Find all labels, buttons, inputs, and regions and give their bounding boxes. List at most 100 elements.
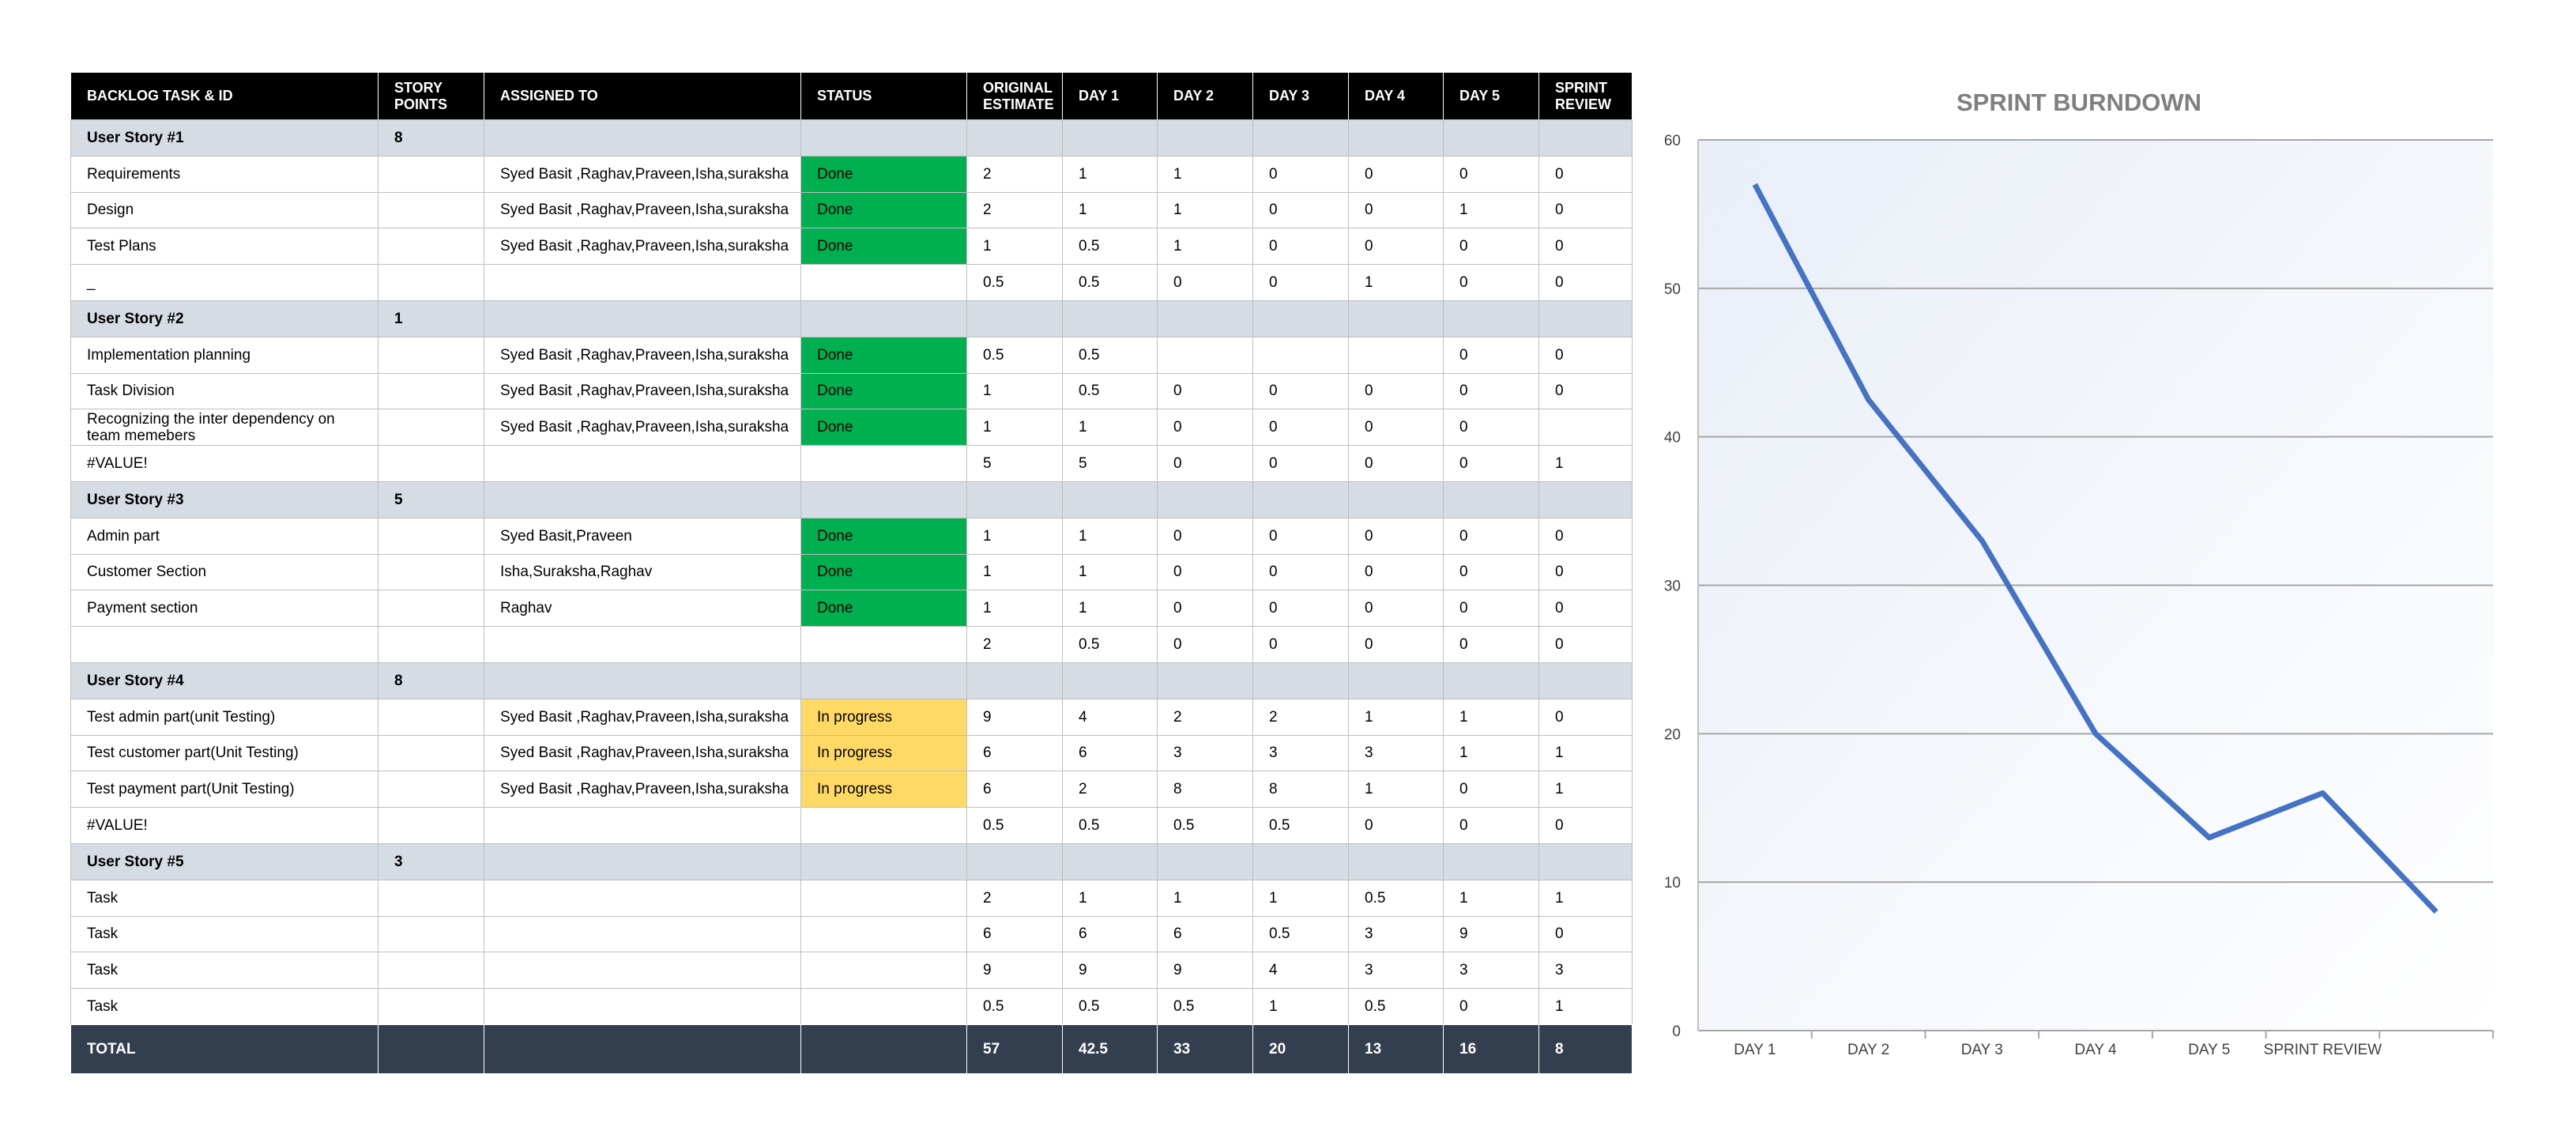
cell: 0.5 <box>1062 807 1158 844</box>
cell: 0 <box>1443 626 1539 663</box>
x-tick-label: DAY 5 <box>2188 1042 2230 1058</box>
cell: 1 <box>1252 879 1349 917</box>
cell <box>800 445 967 482</box>
cell: ORIGINAL ESTIMATE <box>966 72 1063 120</box>
cell: 0.5 <box>1062 336 1158 374</box>
cell: 0.5 <box>1062 228 1158 266</box>
cell: 1 <box>378 300 484 337</box>
cell: In progress <box>800 698 967 736</box>
cell <box>966 481 1063 518</box>
cell <box>484 1024 801 1074</box>
cell <box>1252 662 1349 699</box>
cell <box>378 988 484 1025</box>
cell: User Story #1 <box>70 119 378 156</box>
cell: Done <box>800 372 967 410</box>
cell <box>378 409 484 447</box>
cell: 2 <box>966 155 1063 193</box>
cell <box>1538 481 1633 518</box>
cell: 1 <box>1062 155 1158 193</box>
cell: STORY POINTS <box>378 72 484 120</box>
y-tick-label: 20 <box>1664 726 1681 743</box>
cell: Test customer part(Unit Testing) <box>70 734 378 772</box>
chart-title: SPRINT BURNDOWN <box>1956 89 2201 116</box>
cell <box>1157 119 1253 156</box>
cell: 0 <box>1538 155 1633 193</box>
cell: 0.5 <box>1157 988 1253 1025</box>
cell: 0 <box>1443 553 1539 591</box>
cell: Syed Basit ,Raghav,Praveen,Isha,suraksha <box>484 372 801 410</box>
cell <box>800 952 967 990</box>
cell: 0.5 <box>1348 879 1444 917</box>
cell: In progress <box>800 734 967 772</box>
cell <box>484 879 801 917</box>
cell <box>1062 843 1158 880</box>
cell: 0 <box>1157 553 1253 591</box>
cell: 3 <box>1348 734 1444 772</box>
cell: DAY 1 <box>1062 72 1158 120</box>
cell: 0 <box>1157 517 1253 555</box>
cell <box>1443 119 1539 156</box>
cell: 2 <box>966 191 1063 229</box>
cell: 1 <box>966 372 1063 410</box>
cell: 3 <box>1348 952 1444 990</box>
cell: 0.5 <box>966 336 1063 374</box>
cell: 0 <box>1157 372 1253 410</box>
cell: 0 <box>1348 590 1444 628</box>
cell: 0 <box>1252 264 1349 301</box>
cell: 8 <box>378 119 484 156</box>
cell: DAY 5 <box>1443 72 1539 120</box>
cell: 0 <box>1538 807 1633 844</box>
cell: User Story #4 <box>70 662 378 699</box>
cell: DAY 2 <box>1157 72 1253 120</box>
cell <box>1062 300 1158 337</box>
cell: 0.5 <box>1062 988 1158 1025</box>
cell: Task <box>70 915 378 953</box>
cell: 0 <box>1252 626 1349 663</box>
cell: 2 <box>1252 698 1349 736</box>
cell <box>1443 843 1539 880</box>
cell: _ <box>70 264 378 301</box>
cell <box>1538 409 1633 447</box>
cell: 0 <box>1443 988 1539 1025</box>
cell: Syed Basit ,Raghav,Praveen,Isha,suraksha <box>484 155 801 193</box>
cell: 1 <box>1443 879 1539 917</box>
cell: 0 <box>1538 626 1633 663</box>
cell: 0 <box>1157 445 1253 482</box>
cell: 6 <box>966 734 1063 772</box>
cell: 1 <box>1348 698 1444 736</box>
cell <box>484 300 801 337</box>
cell: 0 <box>1348 228 1444 266</box>
cell: User Story #5 <box>70 843 378 880</box>
cell: Task Division <box>70 372 378 410</box>
cell: 0 <box>1538 372 1633 410</box>
cell: Implementation planning <box>70 336 378 374</box>
cell: 0 <box>1252 445 1349 482</box>
cell: TOTAL <box>70 1024 378 1074</box>
cell <box>484 626 801 663</box>
cell: 0 <box>1443 228 1539 266</box>
cell: 0 <box>1443 807 1539 844</box>
cell: Customer Section <box>70 553 378 591</box>
cell: 2 <box>966 626 1063 663</box>
cell: 1 <box>1348 771 1444 809</box>
cell: 1 <box>1157 879 1253 917</box>
cell: 0 <box>1538 698 1633 736</box>
cell: 0 <box>1157 590 1253 628</box>
cell <box>1443 481 1539 518</box>
cell: Test payment part(Unit Testing) <box>70 771 378 809</box>
cell: 0 <box>1157 264 1253 301</box>
cell: 2 <box>1157 698 1253 736</box>
cell: 5 <box>378 481 484 518</box>
cell: 0 <box>1157 626 1253 663</box>
cell: 9 <box>966 952 1063 990</box>
cell <box>484 119 801 156</box>
cell: 0 <box>1348 445 1444 482</box>
cell <box>1157 843 1253 880</box>
cell: 0 <box>1443 264 1539 301</box>
cell: 0 <box>1443 590 1539 628</box>
cell: Task <box>70 879 378 917</box>
cell <box>1443 300 1539 337</box>
cell: 0 <box>1348 191 1444 229</box>
cell <box>378 264 484 301</box>
x-tick-label: DAY 2 <box>1847 1042 1889 1058</box>
